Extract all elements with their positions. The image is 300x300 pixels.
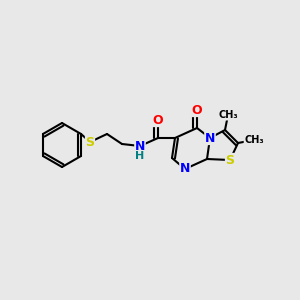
Text: N: N bbox=[205, 131, 215, 145]
Text: S: S bbox=[85, 136, 94, 148]
Text: H: H bbox=[135, 151, 145, 161]
Text: O: O bbox=[192, 103, 202, 116]
Text: N: N bbox=[180, 163, 190, 176]
Text: N: N bbox=[135, 140, 145, 152]
Text: S: S bbox=[226, 154, 235, 166]
Text: O: O bbox=[153, 113, 163, 127]
Text: CH₃: CH₃ bbox=[244, 135, 264, 145]
Text: CH₃: CH₃ bbox=[218, 110, 238, 120]
